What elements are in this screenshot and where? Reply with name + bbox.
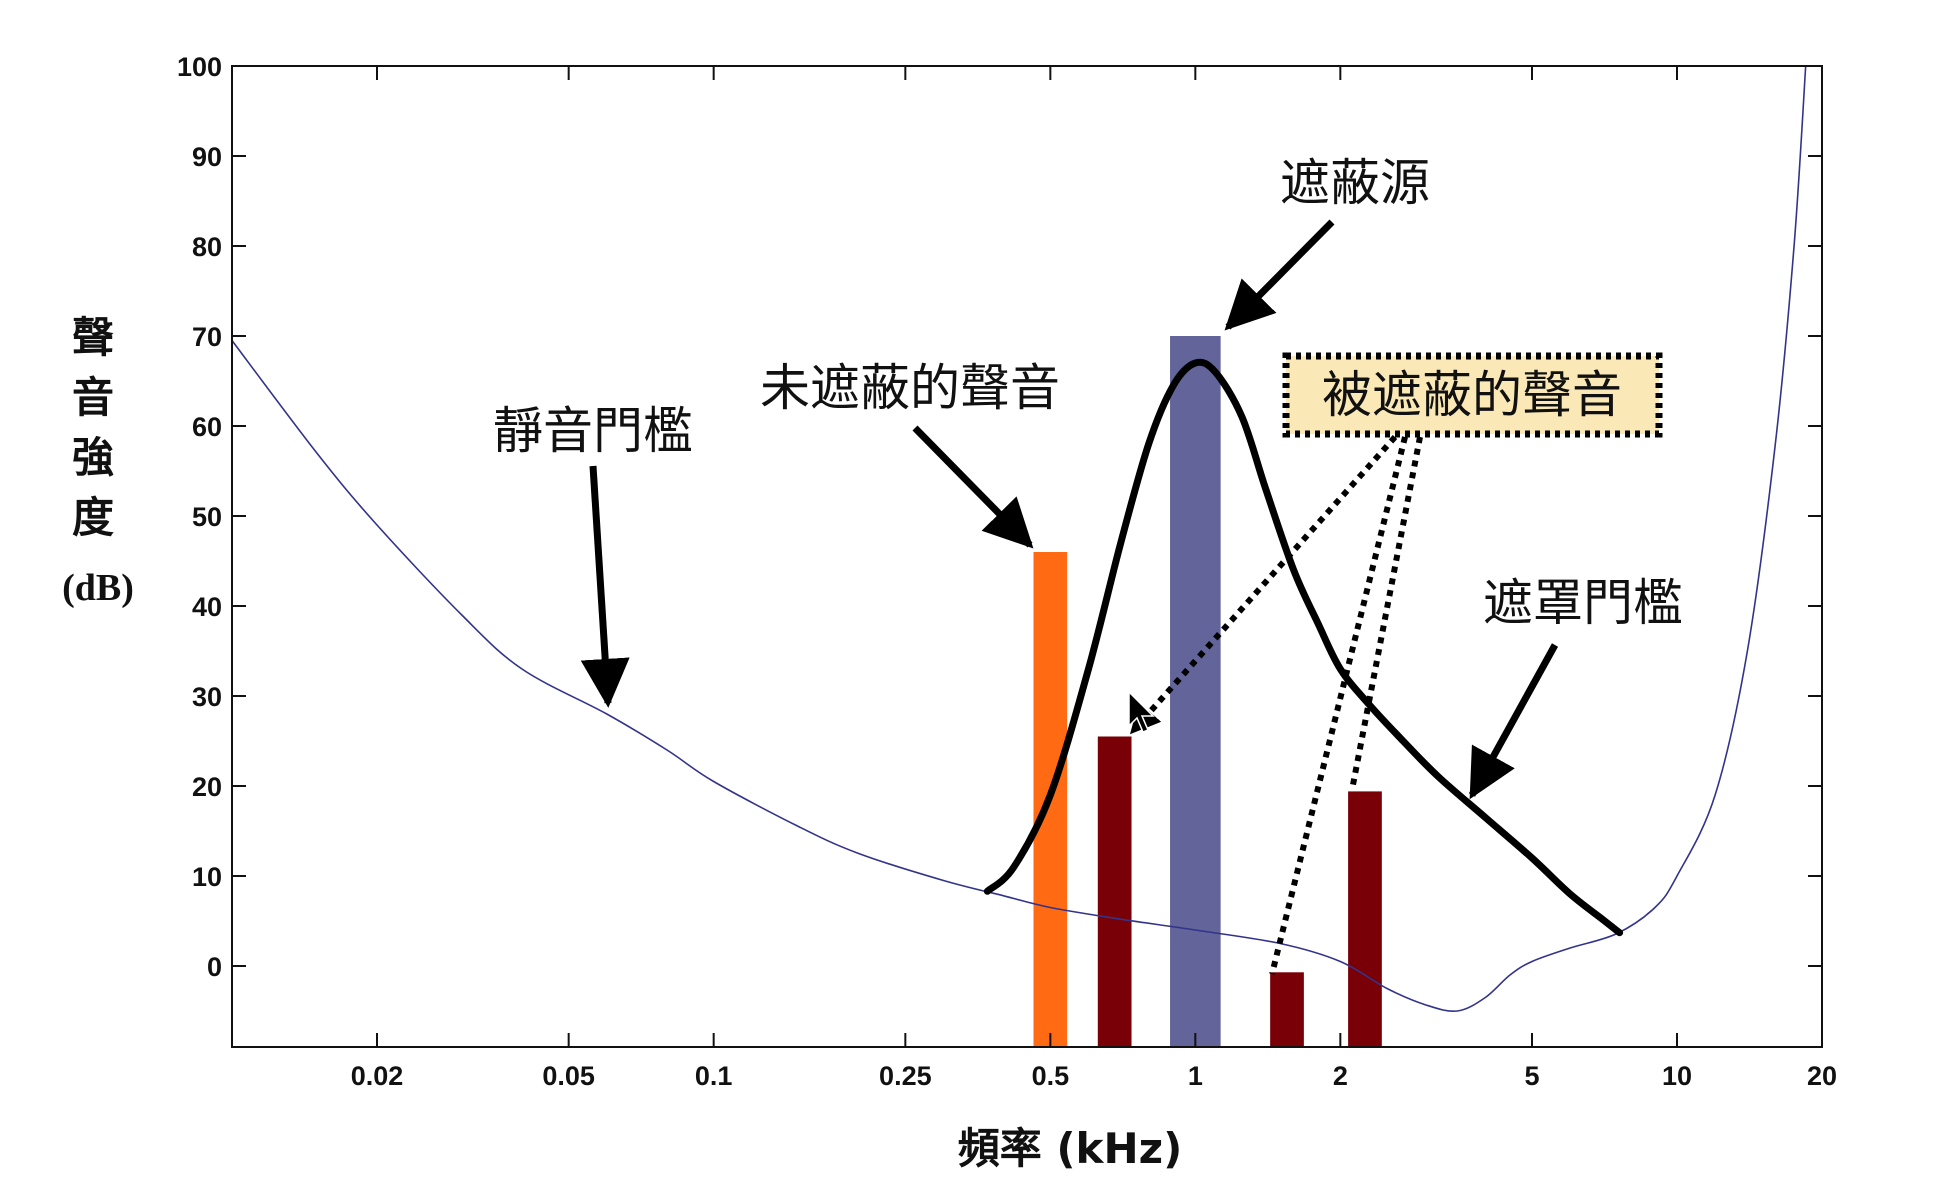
y-tick-label: 10 — [192, 862, 222, 892]
x-tick-label: 10 — [1662, 1061, 1692, 1091]
x-tick-label: 0.02 — [351, 1061, 404, 1091]
cursor-pointer-icon — [1128, 690, 1155, 733]
x-tick-label: 20 — [1807, 1061, 1837, 1091]
y-label-char: 強 — [72, 433, 114, 482]
masking-threshold-label: 遮罩門檻 — [1483, 574, 1683, 632]
masked-dotted-arrow-2 — [1269, 436, 1408, 975]
y-tick-label: 50 — [192, 502, 222, 532]
x-tick-label: 1 — [1188, 1061, 1203, 1091]
annotations: 遮蔽源 未遮蔽的聲音 靜音門檻 遮罩門檻 被遮蔽的聲音 — [493, 154, 1683, 975]
x-tick-label: 0.5 — [1032, 1061, 1070, 1091]
x-tick-label: 0.25 — [879, 1061, 932, 1091]
x-axis-label: 頻率 (kHz) — [958, 1124, 1183, 1173]
masked-label: 被遮蔽的聲音 — [1322, 366, 1622, 424]
y-tick-label: 20 — [192, 772, 222, 802]
y-label-char: 度 — [72, 493, 114, 542]
quiet-threshold-arrow — [580, 465, 630, 708]
masker-label: 遮蔽源 — [1280, 154, 1430, 212]
bar-masked-tone-2 — [1270, 972, 1304, 1047]
quiet-threshold-label: 靜音門檻 — [493, 402, 693, 460]
masker-arrow — [1224, 219, 1335, 331]
y-axis-label: 聲 音 強 度 (dB) — [62, 313, 134, 609]
x-tick-label: 2 — [1333, 1061, 1348, 1091]
x-tick-label: 5 — [1524, 1061, 1539, 1091]
y-label-char: 聲 — [72, 313, 114, 362]
unmasked-label: 未遮蔽的聲音 — [760, 359, 1060, 417]
bar-masker — [1170, 336, 1221, 1047]
y-tick-label: 0 — [207, 952, 222, 982]
y-tick-label: 60 — [192, 412, 222, 442]
y-tick-label: 80 — [192, 232, 222, 262]
y-tick-label: 40 — [192, 592, 222, 622]
masked-dotted-arrow-1 — [1129, 435, 1398, 735]
x-tick-label: 0.05 — [542, 1061, 595, 1091]
masked-label-box — [1282, 352, 1663, 438]
y-label-char: 音 — [72, 373, 114, 422]
y-tick-label: 70 — [192, 322, 222, 352]
x-tick-label: 0.1 — [695, 1061, 733, 1091]
y-label-unit: (dB) — [62, 567, 134, 609]
unmasked-arrow — [912, 425, 1034, 549]
y-tick-label: 90 — [192, 142, 222, 172]
y-tick-label: 100 — [177, 52, 222, 82]
bar-masked-tone-3 — [1348, 791, 1382, 1047]
masking-threshold-arrow — [1468, 643, 1559, 800]
masking-threshold-curve — [983, 358, 1624, 937]
y-tick-label: 30 — [192, 682, 222, 712]
bar-masked-tone-1 — [1097, 736, 1132, 1047]
plot-frame — [231, 65, 1823, 1048]
